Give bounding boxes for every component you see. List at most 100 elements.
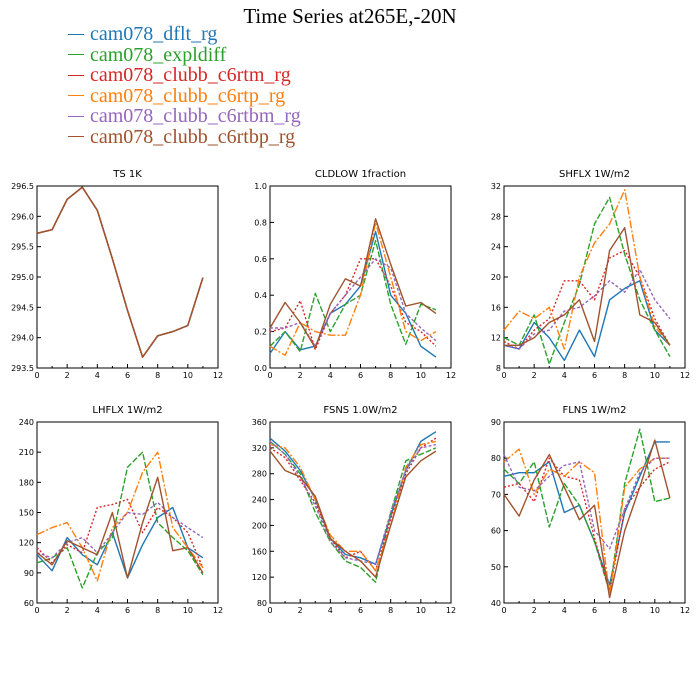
- legend-swatch-1: [68, 54, 84, 56]
- panel-0: TS 1K 0 2 4 6 8 10 12 293.5 294.0 294.5 295.0 295.5 2…: [11, 169, 223, 380]
- series-line-1: [503, 428, 671, 593]
- panel-3: LHFLX 1W/m2 0 2 4 6 8 10 12 60 90 120 150 180 210 240: [19, 405, 223, 615]
- panel-1: CLDLOW 1fraction 0 2 4 6 8 10 12 0.0 0.2 0.4 0.6 0.8…: [254, 169, 456, 380]
- panel-title: SHFLX 1W/m2: [559, 169, 630, 180]
- y-tick-label: 293.5: [11, 364, 34, 373]
- y-tick-label: 50: [491, 563, 501, 572]
- x-tick-label: 2: [298, 606, 303, 615]
- y-tick-label: 60: [24, 599, 34, 608]
- y-tick-label: 28: [491, 212, 501, 221]
- legend-swatch-3: [68, 95, 84, 97]
- x-tick-label: 10: [650, 371, 660, 380]
- y-tick-label: 0.0: [254, 364, 267, 373]
- legend-label-2: cam078_clubb_c6rtm_rg: [90, 64, 291, 86]
- y-tick-label: 0.6: [254, 255, 267, 264]
- x-tick-label: 6: [125, 371, 130, 380]
- series-line-1: [503, 196, 671, 365]
- series-line-2: [36, 498, 204, 569]
- series-line-4: [36, 501, 204, 559]
- x-tick-label: 12: [680, 606, 690, 615]
- legend-label-3: cam078_clubb_c6rtp_rg: [90, 84, 286, 107]
- y-tick-label: 294.5: [11, 303, 34, 312]
- series-line-3: [36, 451, 204, 582]
- y-tick-label: 200: [252, 521, 267, 530]
- y-tick-label: 360: [252, 418, 267, 427]
- y-tick-label: 16: [491, 303, 501, 312]
- panel-frame: [269, 421, 452, 604]
- legend-swatch-2: [68, 74, 84, 76]
- y-tick-label: 80: [491, 454, 501, 463]
- y-tick-label: 160: [252, 547, 267, 556]
- x-tick-label: 10: [650, 606, 660, 615]
- x-tick-label: 4: [562, 606, 567, 615]
- series-line-3: [269, 440, 437, 572]
- series-line-2: [36, 186, 204, 358]
- y-tick-label: 12: [491, 334, 501, 343]
- y-tick-label: 120: [19, 539, 34, 548]
- series-line-1: [269, 440, 437, 583]
- x-tick-label: 2: [532, 606, 537, 615]
- series-line-1: [36, 186, 204, 358]
- legend-item-5: cam078_clubb_c6rtbp_rg: [68, 125, 301, 148]
- x-tick-label: 0: [267, 606, 272, 615]
- y-tick-label: 0.4: [254, 291, 267, 300]
- legend-label-4: cam078_clubb_c6rtbm_rg: [90, 105, 301, 127]
- x-tick-label: 4: [562, 371, 567, 380]
- x-tick-label: 2: [65, 371, 70, 380]
- legend-label-5: cam078_clubb_c6rtbp_rg: [90, 125, 296, 148]
- x-tick-label: 10: [183, 371, 193, 380]
- panel-4: FSNS 1.0W/m2 0 2 4 6 8 10 12 80 120 160 200 240 280 32…: [252, 405, 456, 615]
- y-tick-label: 0.2: [254, 328, 267, 337]
- x-tick-label: 6: [592, 371, 597, 380]
- x-tick-label: 12: [213, 606, 223, 615]
- y-tick-label: 0.8: [254, 218, 267, 227]
- x-tick-label: 8: [388, 371, 393, 380]
- x-tick-label: 0: [34, 606, 39, 615]
- x-tick-label: 0: [501, 606, 506, 615]
- y-tick-label: 120: [252, 573, 267, 582]
- legend: cam078_dflt_rg cam078_expldiff cam078_cl…: [68, 24, 301, 147]
- series-line-5: [36, 186, 204, 358]
- series-line-4: [36, 186, 204, 358]
- series-line-3: [269, 221, 437, 356]
- y-tick-label: 1.0: [254, 182, 267, 191]
- y-tick-label: 240: [19, 418, 34, 427]
- x-tick-label: 12: [446, 371, 456, 380]
- legend-item-0: cam078_dflt_rg: [68, 24, 301, 45]
- x-tick-label: 8: [155, 371, 160, 380]
- x-tick-label: 6: [358, 606, 363, 615]
- y-tick-label: 296.5: [11, 182, 34, 191]
- series-line-5: [504, 226, 671, 346]
- legend-label-0: cam078_dflt_rg: [90, 23, 218, 45]
- series-line-5: [269, 450, 437, 578]
- y-tick-label: 8: [496, 364, 501, 373]
- y-tick-label: 295.5: [11, 243, 34, 252]
- y-tick-label: 210: [19, 448, 34, 457]
- panel-frame: [36, 185, 219, 369]
- x-tick-label: 12: [446, 606, 456, 615]
- series-line-3: [36, 186, 204, 358]
- series-line-2: [503, 249, 671, 350]
- x-tick-label: 0: [501, 371, 506, 380]
- x-tick-label: 2: [532, 371, 537, 380]
- legend-swatch-4: [68, 115, 84, 117]
- x-tick-label: 4: [95, 606, 100, 615]
- y-tick-label: 295.0: [11, 273, 34, 282]
- y-tick-label: 294.0: [11, 334, 34, 343]
- x-tick-label: 0: [34, 371, 39, 380]
- y-tick-label: 150: [19, 509, 34, 518]
- y-tick-label: 320: [252, 444, 267, 453]
- y-tick-label: 24: [491, 243, 501, 252]
- x-tick-label: 8: [622, 606, 627, 615]
- series-line-4: [269, 440, 437, 565]
- x-tick-label: 6: [125, 606, 130, 615]
- series-line-1: [269, 239, 437, 353]
- x-tick-label: 10: [416, 371, 426, 380]
- x-tick-label: 10: [183, 606, 193, 615]
- y-tick-label: 280: [252, 470, 267, 479]
- x-tick-label: 12: [213, 371, 223, 380]
- x-tick-label: 10: [416, 606, 426, 615]
- x-tick-label: 4: [328, 371, 333, 380]
- x-tick-label: 6: [358, 371, 363, 380]
